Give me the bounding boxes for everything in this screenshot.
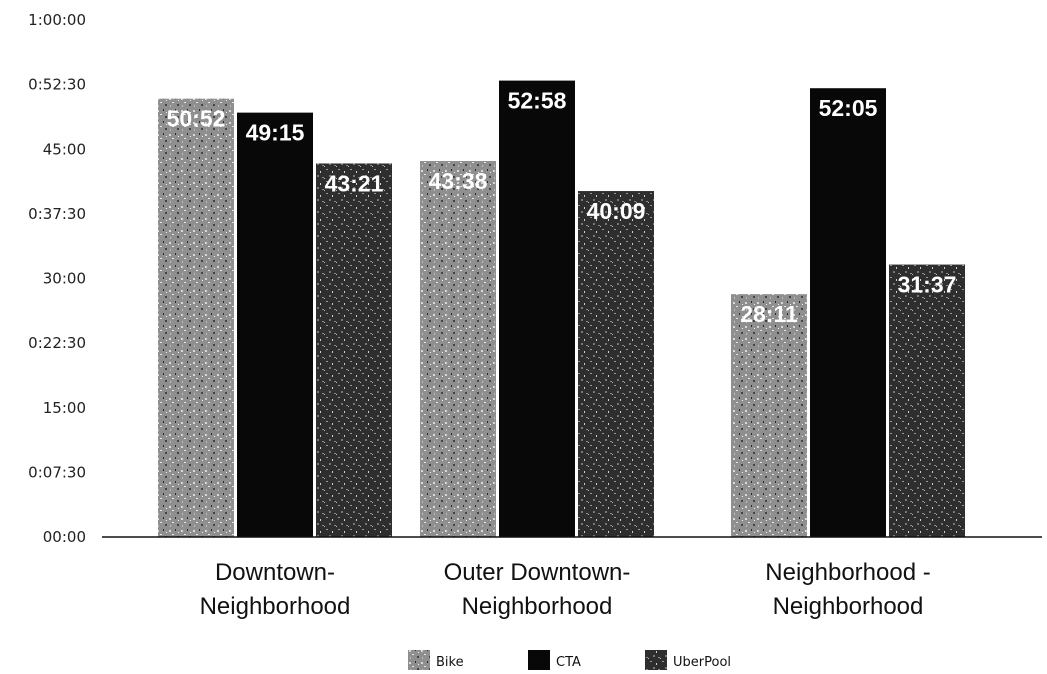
data-label: 31:37 bbox=[898, 272, 957, 298]
x-category-label: Neighborhood - bbox=[765, 559, 930, 586]
x-category-label: Downtown- bbox=[215, 559, 335, 586]
data-label: 43:38 bbox=[429, 168, 488, 194]
y-tick-label: 15:00 bbox=[43, 399, 86, 417]
bar-uberpool bbox=[889, 264, 965, 537]
x-category-label: Neighborhood bbox=[462, 593, 613, 620]
data-label: 52:58 bbox=[508, 88, 567, 114]
bar-cta bbox=[237, 112, 313, 538]
y-tick-label: 1:00:00 bbox=[28, 11, 86, 29]
y-tick-label: 30:00 bbox=[43, 270, 86, 288]
data-labels-group: 50:52 43:38 28:11 49:15 52:58 52:05 43:21 40:09… bbox=[167, 88, 957, 328]
legend-swatch-uberpool bbox=[645, 650, 667, 670]
y-tick-label: 0:07:30 bbox=[28, 463, 86, 481]
bar-cta bbox=[810, 88, 886, 538]
data-label: 49:15 bbox=[246, 120, 305, 146]
legend: Bike CTA UberPool bbox=[408, 650, 731, 670]
data-label: 43:21 bbox=[325, 170, 384, 196]
x-axis: Downtown- Neighborhood Outer Downtown- Neig… bbox=[102, 536, 1042, 620]
y-tick-label: 45:00 bbox=[43, 140, 86, 158]
data-label: 40:09 bbox=[587, 198, 646, 224]
x-category-label: Neighborhood bbox=[773, 593, 924, 620]
data-label: 28:11 bbox=[740, 301, 798, 327]
bar-bike bbox=[158, 98, 234, 538]
y-axis: 00:00 0:07:30 15:00 0:22:30 30:00 0:37:30 45:0… bbox=[28, 11, 86, 546]
legend-swatch-cta bbox=[528, 650, 550, 670]
bar-uberpool bbox=[316, 163, 392, 537]
x-category-label: Outer Downtown- bbox=[444, 559, 631, 586]
y-tick-label: 0:37:30 bbox=[28, 205, 86, 223]
data-label: 50:52 bbox=[167, 106, 226, 132]
bar-uberpool bbox=[578, 191, 654, 537]
data-label: 52:05 bbox=[819, 95, 878, 121]
y-tick-label: 0:22:30 bbox=[28, 334, 86, 352]
bar-cta bbox=[499, 80, 575, 538]
legend-label: UberPool bbox=[673, 655, 731, 670]
legend-swatch-bike bbox=[408, 650, 430, 670]
x-category-label: Neighborhood bbox=[200, 593, 351, 620]
y-tick-label: 0:52:30 bbox=[28, 76, 86, 94]
bar-bike bbox=[420, 161, 496, 537]
legend-label: Bike bbox=[436, 655, 464, 670]
y-tick-label: 00:00 bbox=[43, 528, 86, 546]
legend-label: CTA bbox=[556, 655, 581, 670]
bars-group bbox=[158, 80, 965, 538]
bar-bike bbox=[731, 294, 807, 537]
